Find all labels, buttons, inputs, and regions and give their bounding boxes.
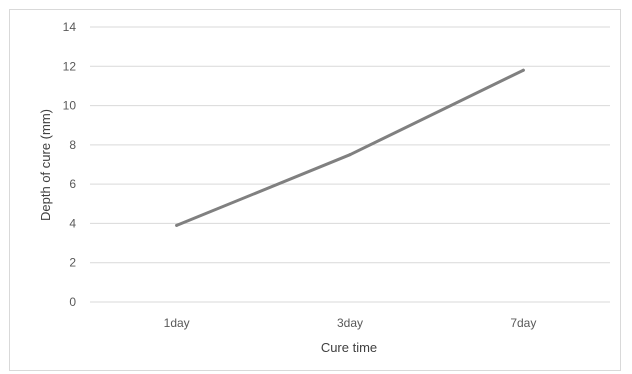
data-point [175,223,179,227]
series-lines [175,68,525,227]
y-tick-label: 14 [63,20,77,34]
series-line-0 [175,68,525,227]
y-tick-label: 4 [69,216,76,230]
y-tick-label: 0 [69,295,76,309]
x-tick-label: 1day [164,316,190,330]
x-tick-label: 7day [510,316,536,330]
y-tick-label: 2 [69,256,76,270]
data-point [348,153,352,157]
y-tick-label: 10 [63,99,77,113]
x-axis-title: Cure time [321,340,377,355]
y-tick-label: 8 [69,138,76,152]
x-tick-labels: 1day 3day 7day [164,316,537,330]
chart-frame [9,9,621,371]
y-tick-label: 12 [63,59,77,73]
x-tick-label: 3day [337,316,363,330]
gridlines [90,26,610,303]
data-point [521,68,525,72]
y-axis-title: Depth of cure (mm) [38,109,53,221]
y-tick-label: 6 [69,177,76,191]
y-tick-labels: 0 2 4 6 8 10 12 14 [63,20,77,309]
